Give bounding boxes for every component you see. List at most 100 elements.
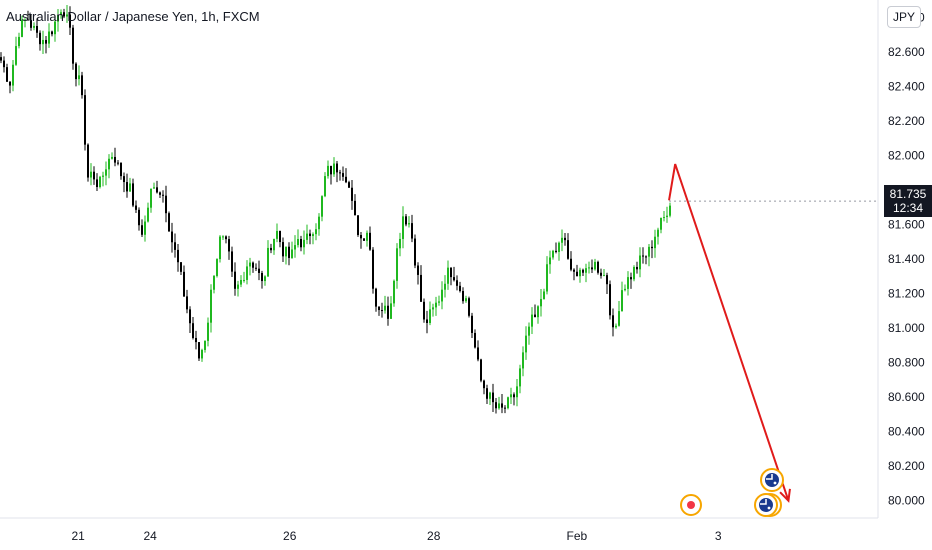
- candle-body: [111, 156, 113, 159]
- candle-body: [603, 275, 605, 277]
- candle-body: [12, 64, 14, 86]
- candle-body: [189, 309, 191, 324]
- candle-body: [306, 233, 308, 240]
- candle-body: [276, 230, 278, 239]
- candle-body: [462, 291, 464, 302]
- candle-body: [582, 269, 584, 273]
- candle-body: [327, 165, 329, 177]
- candle-body: [228, 239, 230, 252]
- candle-body: [138, 209, 140, 226]
- candle-body: [357, 215, 359, 235]
- time-tick-label: 21: [71, 529, 85, 543]
- candle-body: [381, 310, 383, 312]
- candle-body: [366, 232, 368, 241]
- candle-body: [6, 67, 8, 82]
- time-tick-label: 26: [283, 529, 297, 543]
- candle-body: [177, 249, 179, 263]
- candle-body: [594, 261, 596, 270]
- candle-body: [585, 268, 587, 273]
- candle-body: [135, 205, 137, 210]
- current-price-label: 81.735: [889, 187, 927, 202]
- candle-body: [474, 332, 476, 348]
- candle-body: [375, 288, 377, 307]
- currency-unit-button[interactable]: JPY: [887, 6, 921, 28]
- time-tick-label: Feb: [567, 529, 588, 543]
- candle-body: [513, 394, 515, 398]
- candle-body: [294, 245, 296, 250]
- arrow-line: [668, 163, 790, 502]
- current-price-tag: 81.735 12:34: [884, 185, 932, 218]
- candle-body: [60, 12, 62, 16]
- candle-body: [576, 271, 578, 277]
- candle-body: [639, 255, 641, 270]
- candle-body: [504, 407, 506, 409]
- candle-body: [174, 242, 176, 250]
- candle-body: [498, 403, 500, 409]
- candle-body: [609, 284, 611, 316]
- candle-body: [390, 303, 392, 319]
- projection-arrow: [668, 163, 878, 503]
- price-tick-label: 80.000: [888, 494, 925, 508]
- candle-body: [264, 276, 266, 282]
- candle-body: [159, 192, 161, 195]
- event-markers[interactable]: [680, 468, 784, 517]
- event-marker-red[interactable]: [680, 494, 702, 516]
- candle-body: [564, 237, 566, 241]
- candle-body: [318, 216, 320, 230]
- candle-body: [645, 256, 647, 258]
- price-tick-label: 82.600: [888, 45, 925, 59]
- candle-body: [351, 187, 353, 201]
- candle-body: [168, 213, 170, 232]
- candle-body: [54, 21, 56, 35]
- candle-body: [219, 236, 221, 260]
- candle-body: [378, 306, 380, 311]
- event-marker-flags-3[interactable]: [754, 493, 778, 517]
- candle-body: [282, 242, 284, 257]
- candle-body: [402, 216, 404, 239]
- candle-body: [348, 182, 350, 188]
- price-axis[interactable]: 82.80082.60082.40082.20082.00081.80081.6…: [877, 0, 932, 550]
- candle-body: [510, 394, 512, 398]
- candle-body: [297, 238, 299, 246]
- candle-body: [417, 265, 419, 275]
- candle-body: [75, 63, 77, 80]
- candle-body: [561, 237, 563, 243]
- candle-body: [396, 248, 398, 281]
- candle-body: [303, 239, 305, 248]
- candle-body: [96, 179, 98, 188]
- candle-body: [555, 250, 557, 252]
- candle-body: [45, 39, 47, 44]
- price-tick-label: 82.200: [888, 114, 925, 128]
- candle-body: [372, 249, 374, 289]
- candle-body: [648, 246, 650, 257]
- symbol-title[interactable]: Australian Dollar / Japanese Yen, 1h, FX…: [6, 9, 260, 24]
- candle-body: [213, 275, 215, 290]
- candle-body: [615, 325, 617, 328]
- candle-body: [246, 266, 248, 280]
- candle-body: [387, 305, 389, 319]
- candle-body: [126, 182, 128, 192]
- price-tick-label: 80.200: [888, 459, 925, 473]
- candle-body: [354, 200, 356, 216]
- time-axis[interactable]: 21 24 26 28 Feb 3: [0, 517, 878, 543]
- event-marker-flags[interactable]: [760, 468, 784, 492]
- candle-body: [39, 32, 41, 45]
- candle-body: [273, 238, 275, 251]
- candle-body: [429, 309, 431, 323]
- candle-body: [291, 249, 293, 258]
- candle-body: [117, 162, 119, 164]
- price-tick-label: 82.400: [888, 79, 925, 93]
- candle-body: [591, 267, 593, 270]
- candle-body: [612, 315, 614, 328]
- candle-body: [321, 196, 323, 217]
- candle-body: [552, 250, 554, 258]
- candle-body: [24, 19, 26, 21]
- candle-body: [30, 19, 32, 28]
- candle-body: [468, 298, 470, 316]
- candle-body: [312, 234, 314, 237]
- candle-body: [369, 232, 371, 250]
- candle-body: [330, 165, 332, 175]
- price-tick-label: 82.000: [888, 148, 925, 162]
- candle-body: [411, 223, 413, 239]
